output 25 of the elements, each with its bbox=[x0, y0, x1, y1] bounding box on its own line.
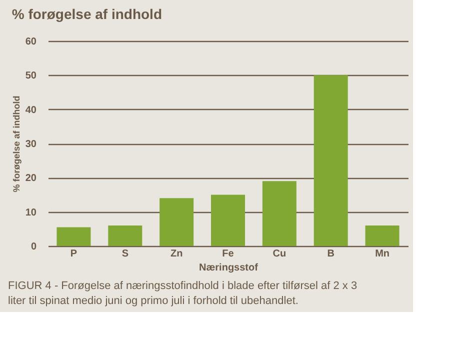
x-tick-label: Fe bbox=[222, 248, 234, 260]
bar bbox=[160, 198, 194, 246]
bar bbox=[56, 227, 91, 246]
y-tick-label: 10 bbox=[25, 207, 37, 218]
y-tick-label: 50 bbox=[25, 70, 37, 82]
x-tick-label: B bbox=[327, 248, 334, 260]
x-tick-label: S bbox=[122, 248, 129, 260]
y-tick-label: 30 bbox=[25, 139, 37, 150]
text: FIGUR 4 - Forøgelse af næringsstofindhold i blade efter tilførsel af 2 x 3 liter til spinat medio juni og primo juli i forhold til ubehandlet. bbox=[8, 280, 358, 307]
bar bbox=[211, 194, 245, 246]
y-tick-label: 60 bbox=[25, 36, 37, 48]
x-axis-title: Næringsstof bbox=[199, 262, 259, 274]
chart-title: % forøgelse af indhold bbox=[12, 6, 162, 22]
bar bbox=[365, 226, 400, 246]
y-tick-label: 40 bbox=[25, 104, 37, 116]
y-tick-label: 20 bbox=[25, 173, 37, 184]
y-tick-label: 0 bbox=[30, 242, 37, 252]
x-tick-label: Mn bbox=[375, 248, 390, 260]
x-tick-label: P bbox=[70, 248, 78, 260]
y-axis-title: % forøgelse af indhold bbox=[11, 96, 22, 192]
bar bbox=[262, 181, 296, 246]
bar bbox=[314, 75, 348, 246]
x-tick-label: Zn bbox=[170, 248, 183, 260]
bar bbox=[108, 226, 142, 246]
x-tick-label: Cu bbox=[272, 248, 286, 260]
